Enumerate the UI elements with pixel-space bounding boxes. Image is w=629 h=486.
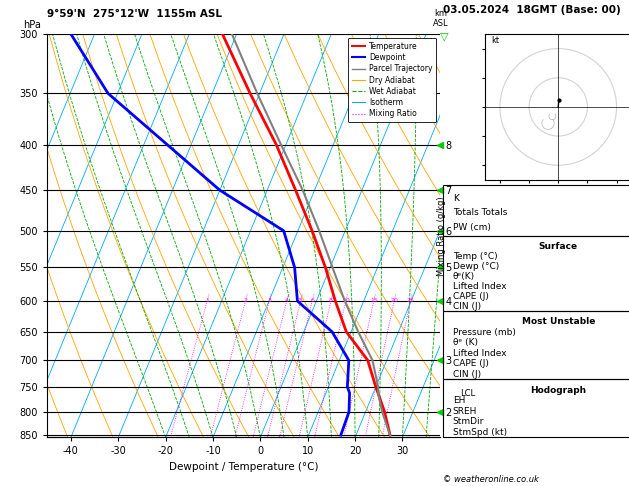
Legend: Temperature, Dewpoint, Parcel Trajectory, Dry Adiabat, Wet Adiabat, Isotherm, Mi: Temperature, Dewpoint, Parcel Trajectory…: [348, 38, 437, 122]
Text: Mixing Ratio (g/kg): Mixing Ratio (g/kg): [437, 196, 446, 276]
Text: 25: 25: [406, 298, 415, 303]
Text: hPa: hPa: [24, 20, 42, 30]
Text: θᵉ(K): θᵉ(K): [453, 272, 475, 281]
Text: 3: 3: [267, 298, 271, 303]
Text: CAPE (J): CAPE (J): [453, 292, 489, 301]
Text: LCL: LCL: [460, 388, 475, 398]
Text: 2: 2: [243, 298, 248, 303]
Text: Totals Totals: Totals Totals: [453, 208, 507, 217]
Text: SREH: SREH: [453, 407, 477, 416]
X-axis label: Dewpoint / Temperature (°C): Dewpoint / Temperature (°C): [169, 462, 318, 472]
Text: Surface: Surface: [538, 243, 578, 251]
Text: θᵉ (K): θᵉ (K): [453, 338, 477, 347]
Text: Dewp (°C): Dewp (°C): [453, 262, 499, 271]
Text: 20: 20: [391, 298, 398, 303]
Text: 9°59'N  275°12'W  1155m ASL: 9°59'N 275°12'W 1155m ASL: [47, 9, 222, 19]
Text: kt: kt: [491, 36, 499, 45]
Text: Temp (°C): Temp (°C): [453, 252, 498, 261]
Text: 8: 8: [329, 298, 333, 303]
Text: Most Unstable: Most Unstable: [521, 317, 595, 326]
Text: Hodograph: Hodograph: [530, 385, 586, 395]
Text: K: K: [453, 193, 459, 203]
Text: 1: 1: [205, 298, 209, 303]
Text: Lifted Index: Lifted Index: [453, 282, 506, 291]
Text: PW (cm): PW (cm): [453, 223, 491, 232]
Text: EH: EH: [453, 396, 465, 405]
Text: 6: 6: [310, 298, 314, 303]
Text: Pressure (mb): Pressure (mb): [453, 328, 516, 337]
Text: 03.05.2024  18GMT (Base: 00): 03.05.2024 18GMT (Base: 00): [443, 4, 621, 15]
Text: Lifted Index: Lifted Index: [453, 349, 506, 358]
Text: 5: 5: [299, 298, 303, 303]
Text: © weatheronline.co.uk: © weatheronline.co.uk: [443, 474, 539, 484]
Text: CIN (J): CIN (J): [453, 370, 481, 379]
Text: 15: 15: [370, 298, 377, 303]
Text: CIN (J): CIN (J): [453, 302, 481, 311]
Text: CAPE (J): CAPE (J): [453, 359, 489, 368]
Text: 10: 10: [342, 298, 350, 303]
Text: km
ASL: km ASL: [433, 9, 448, 28]
Text: 4: 4: [285, 298, 289, 303]
Text: ▽: ▽: [440, 32, 449, 42]
Text: StmSpd (kt): StmSpd (kt): [453, 428, 507, 437]
Text: StmDir: StmDir: [453, 417, 484, 426]
